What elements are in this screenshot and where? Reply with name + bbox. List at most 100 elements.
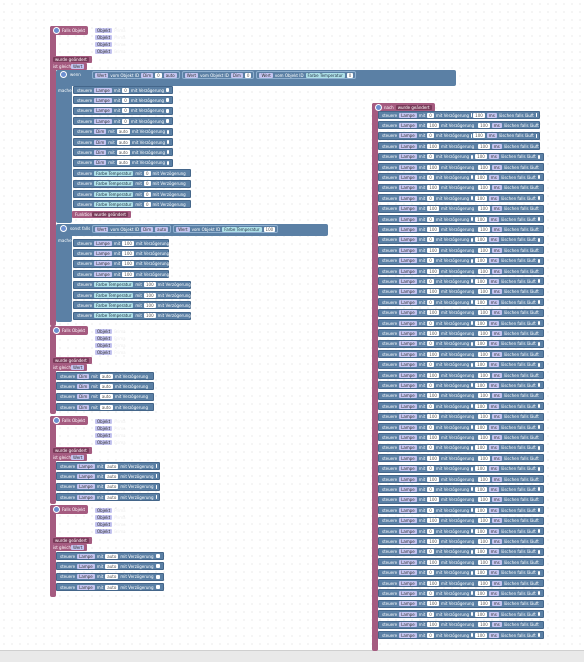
compare-field[interactable]: Wert [71,64,84,69]
value-field[interactable]: 100 [144,282,156,287]
delay-value-field[interactable]: 100 [478,539,490,544]
state-field[interactable]: Farbe Temperatur [94,171,133,176]
clear-running-checkbox[interactable] [538,155,540,159]
trigger-type-field[interactable]: wurde geändert [53,448,89,453]
unit-field[interactable]: ms [487,133,497,138]
value-field[interactable]: 0 [427,133,434,138]
trigger-option[interactable]: Objekt Prima [95,41,126,47]
unit-field[interactable]: ms [492,414,502,419]
value-field[interactable]: 0 [427,362,434,367]
clear-running-checkbox[interactable] [538,259,540,263]
value-field[interactable]: 100 [427,289,439,294]
value-field[interactable]: 100 [427,227,439,232]
state-field[interactable]: Lampe [399,289,417,294]
value-field[interactable]: auto [105,464,118,469]
value-field[interactable]: 0 [427,237,434,242]
trigger-compare-badge[interactable]: ist gleich Wert [50,63,87,70]
state-field[interactable]: Lampe [399,414,417,419]
state-field[interactable]: Lampe [399,508,417,513]
unit-field[interactable]: ms [489,279,499,284]
state-field[interactable]: Lampe [77,484,95,489]
object-field[interactable]: Objekt [95,35,112,40]
condition-logic[interactable]: Wert vom Objekt ID Dim 0 auto [92,71,180,79]
unit-field[interactable]: ms [492,206,502,211]
delay-value-field[interactable]: 100 [478,393,490,398]
value-field[interactable]: 100 [427,206,439,211]
delay-value-field[interactable]: 100 [478,352,490,357]
object-field[interactable]: Objekt [95,336,112,341]
state-field[interactable]: Lampe [399,518,417,523]
delay-checkbox[interactable] [167,161,169,165]
unit-field[interactable]: ms [492,560,502,565]
state-field[interactable]: Lampe [77,574,95,579]
compare-value[interactable]: 0 [245,73,252,78]
state-field[interactable]: Dim [77,394,89,399]
state-field[interactable]: Lampe [399,269,417,274]
unit-field[interactable]: ms [489,341,499,346]
state-field[interactable]: Lampe [399,123,417,128]
delay-value-field[interactable]: 100 [478,414,490,419]
value-field[interactable]: 0 [122,98,129,103]
value-field[interactable]: Wert [95,227,108,232]
delay-value-field[interactable]: 100 [475,549,487,554]
unit-field[interactable]: ms [489,196,499,201]
clear-running-checkbox[interactable] [538,591,540,595]
value-field[interactable]: 0 [427,425,434,430]
state-field[interactable]: Lampe [399,113,417,118]
clear-running-checkbox[interactable] [538,404,540,408]
delay-value-field[interactable]: 100 [478,435,490,440]
state-field[interactable]: Lampe [77,474,95,479]
value-field[interactable]: 0 [427,113,434,118]
delay-value-field[interactable]: 100 [478,185,490,190]
value-field[interactable]: 100 [427,310,439,315]
delay-checkbox[interactable] [471,342,473,346]
state-field[interactable]: Dim [94,150,106,155]
trigger-option[interactable]: Objekt Prima [95,34,126,40]
event-block-3-header[interactable]: Falls Objekt [50,416,88,425]
delay-value-field[interactable]: 100 [475,404,487,409]
delay-checkbox[interactable] [471,487,473,491]
delay-value-field[interactable]: 100 [475,508,487,513]
trigger-type-badge[interactable]: wurde geändert [50,56,92,63]
delay-value-field[interactable]: 100 [478,206,490,211]
unit-field[interactable]: ms [489,466,499,471]
value-field[interactable]: 0 [144,192,151,197]
delay-checkbox[interactable] [166,98,169,102]
gear-icon[interactable] [53,506,60,513]
delay-value-field[interactable]: 100 [475,321,487,326]
delay-checkbox[interactable] [471,591,473,595]
delay-value-field[interactable]: 100 [478,165,490,170]
gear-icon[interactable] [375,104,382,111]
delay-checkbox[interactable] [156,464,157,468]
delay-value-field[interactable]: 100 [475,383,487,388]
state-field[interactable]: Lampe [94,261,112,266]
clear-running-checkbox[interactable] [538,633,540,637]
value-field[interactable]: 0 [427,279,434,284]
delay-value-field[interactable]: 100 [475,341,487,346]
unit-field[interactable]: ms [489,321,499,326]
delay-checkbox[interactable] [471,633,473,637]
delay-checkbox[interactable] [471,404,473,408]
state-field[interactable]: Farbe Temperatur [94,202,133,207]
state-field[interactable]: Farbe Temperatur [94,313,133,318]
clear-running-checkbox[interactable] [538,279,540,283]
mode-field[interactable]: auto [164,73,177,78]
